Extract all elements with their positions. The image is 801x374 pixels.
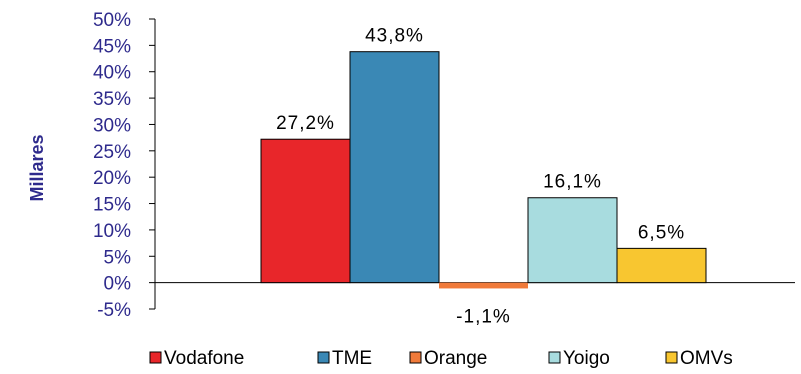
y-axis-label: Millares: [27, 134, 47, 201]
bar-tme: [349, 51, 440, 284]
data-label-orange: -1,1%: [456, 306, 511, 327]
y-tick-label: 35%: [93, 89, 131, 110]
y-tick-label: 45%: [93, 36, 131, 57]
legend-swatch-vodafone: [149, 351, 162, 364]
data-label-omvs: 6,5%: [638, 222, 685, 243]
data-labels: 27,2% 43,8% -1,1% 16,1% 6,5%: [276, 26, 685, 328]
y-tick-label: 5%: [104, 247, 132, 268]
y-tick-label: 25%: [93, 142, 131, 163]
legend-label-orange: Orange: [424, 348, 487, 369]
data-label-vodafone: 27,2%: [276, 113, 335, 134]
data-label-tme: 43,8%: [365, 26, 424, 47]
legend-swatch-omvs: [665, 351, 678, 364]
y-tick-label: -5%: [97, 300, 131, 321]
legend: Vodafone TME Orange Yoigo OMVs: [149, 348, 733, 369]
legend-label-vodafone: Vodafone: [164, 348, 244, 369]
y-tick-label: 50%: [93, 10, 131, 31]
legend-label-omvs: OMVs: [680, 348, 733, 369]
legend-swatch-tme: [317, 351, 330, 364]
bar-yoigo: [527, 197, 618, 284]
legend-label-tme: TME: [332, 348, 372, 369]
bars: [260, 51, 707, 289]
y-axis: 50% 45% 40% 35% 30% 25% 20% 15% 10% 5% 0% -5%: [93, 10, 795, 321]
y-tick-label: 30%: [93, 115, 131, 136]
legend-swatch-yoigo: [548, 351, 561, 364]
y-tick-label: 20%: [93, 168, 131, 189]
data-label-yoigo: 16,1%: [543, 172, 602, 193]
y-tick-label: 15%: [93, 195, 131, 216]
legend-label-yoigo: Yoigo: [563, 348, 610, 369]
y-tick-label: 0%: [104, 274, 132, 295]
y-tick-label: 40%: [93, 63, 131, 84]
bar-orange: [439, 282, 528, 289]
legend-swatch-orange: [409, 351, 422, 364]
bar-omvs: [616, 247, 707, 284]
bar-vodafone: [260, 138, 351, 284]
y-tick-label: 10%: [93, 221, 131, 242]
